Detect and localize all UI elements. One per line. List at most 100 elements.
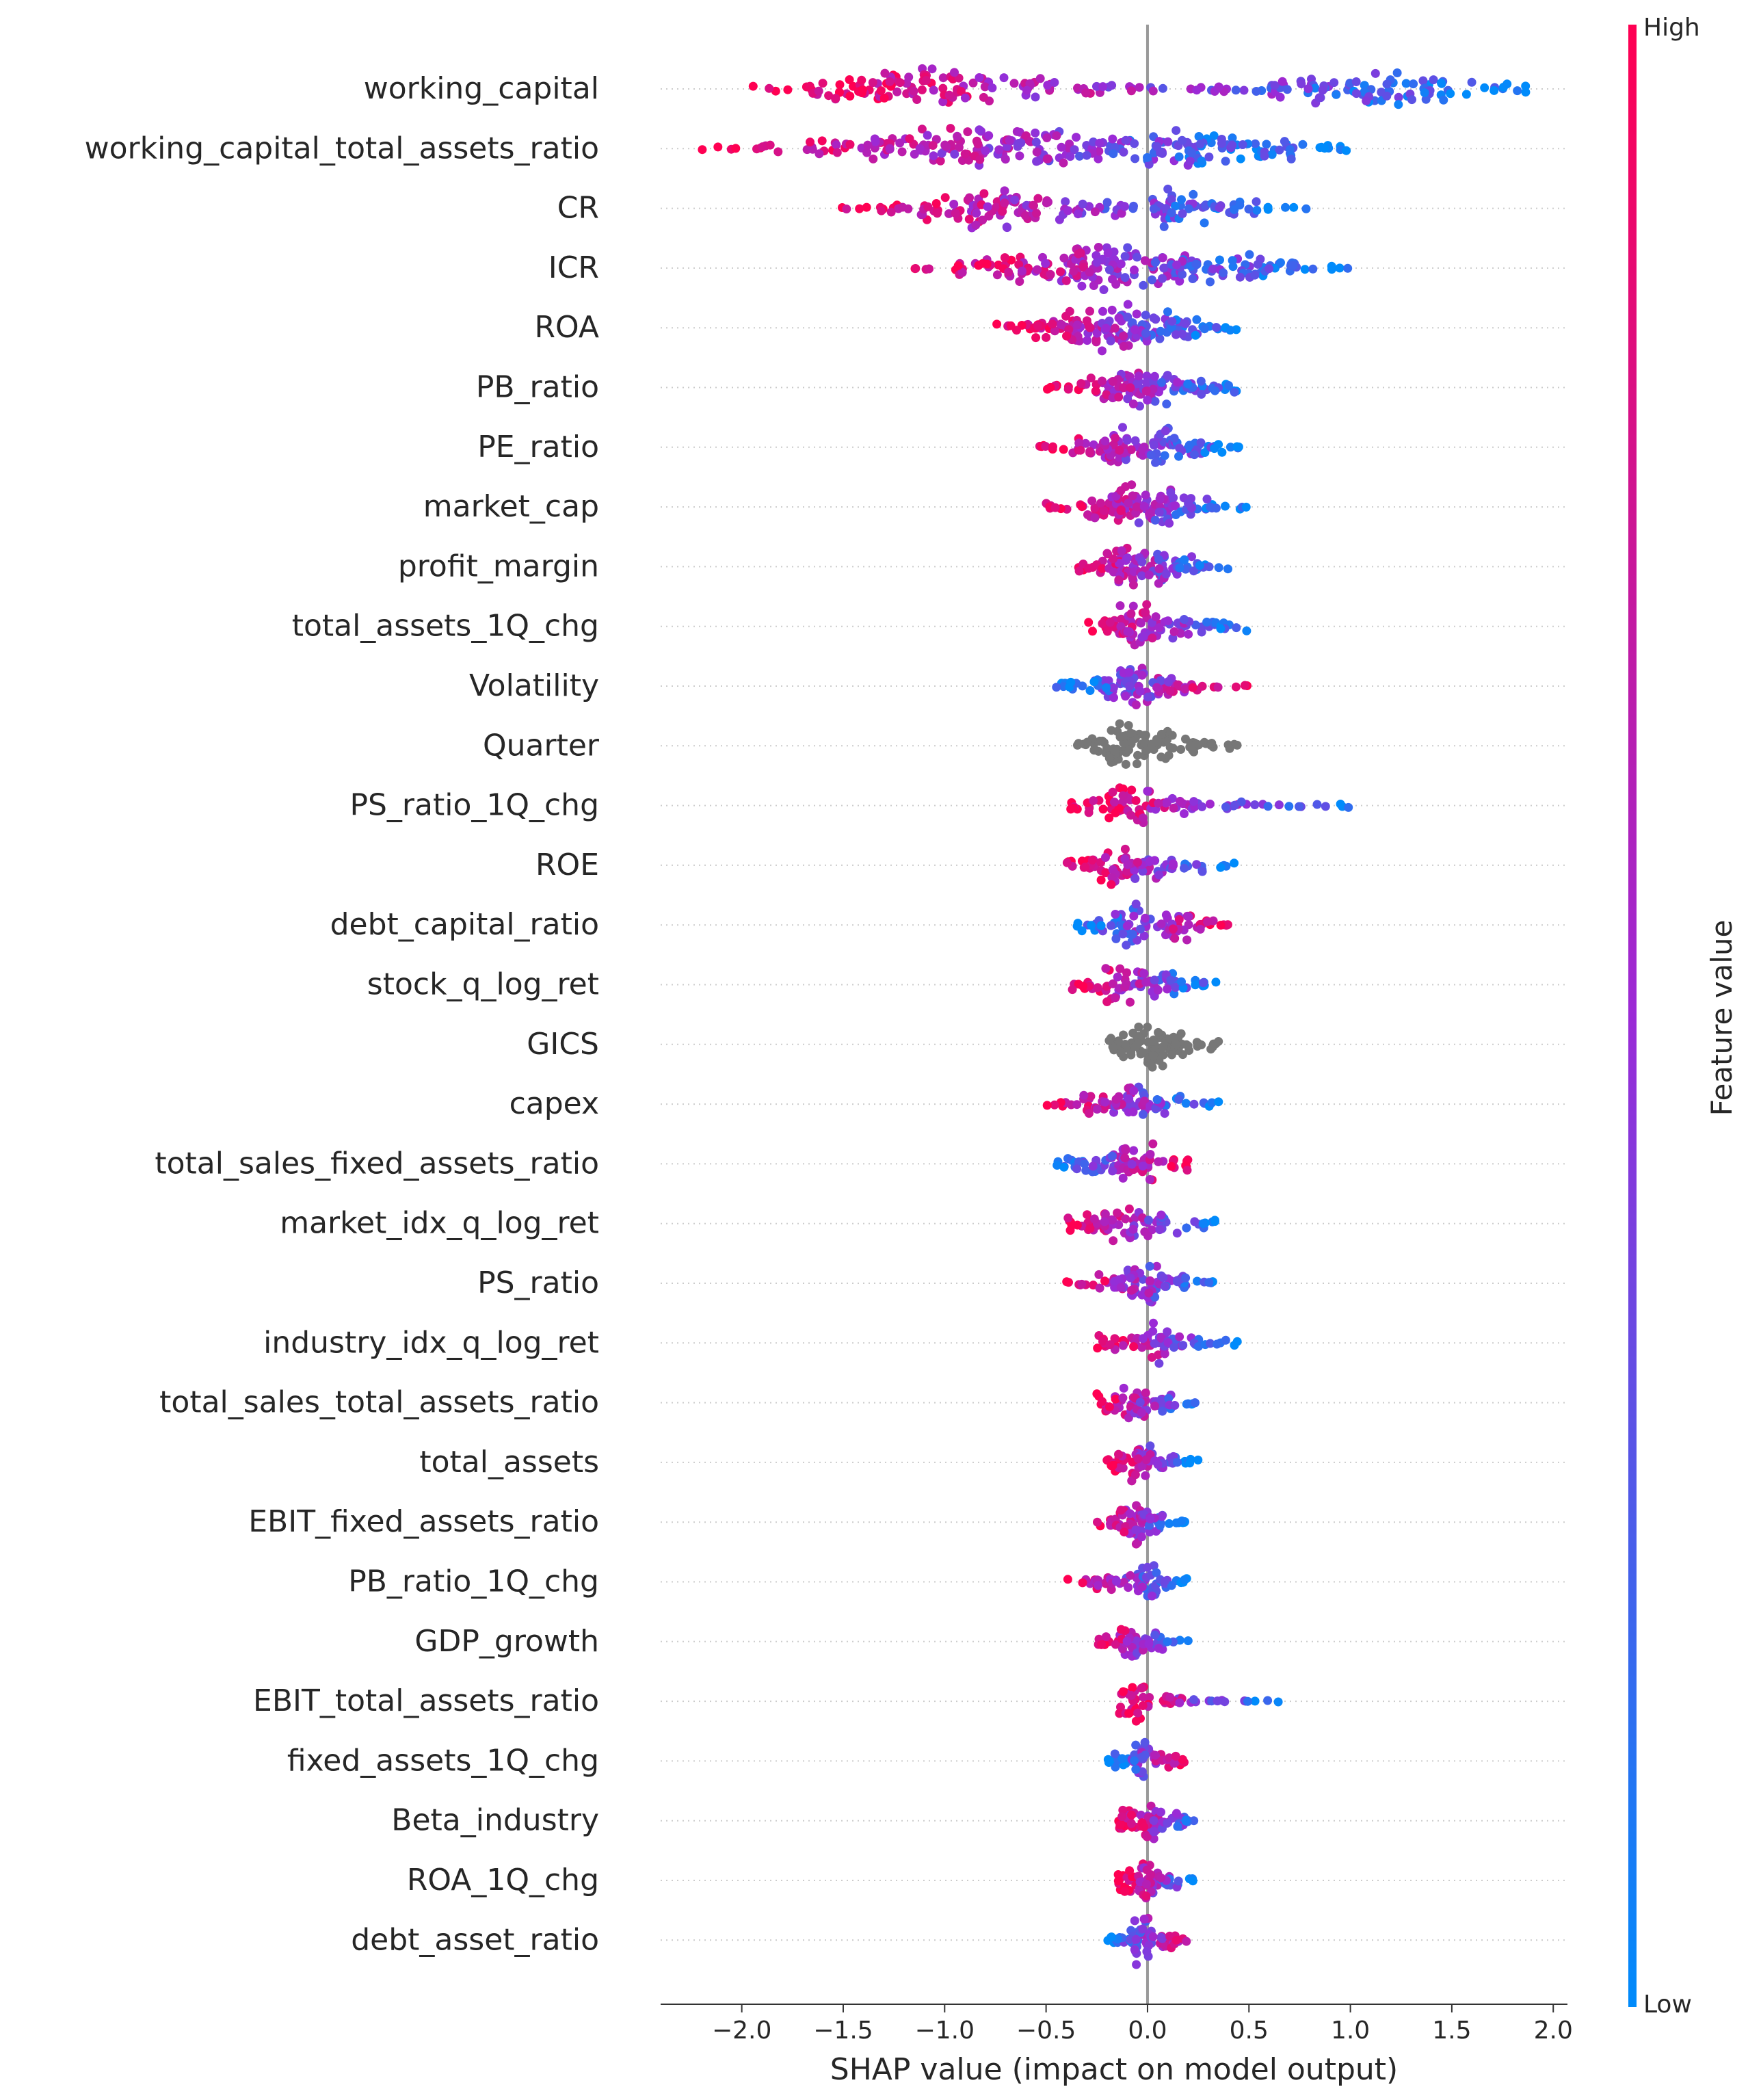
shap-point bbox=[1168, 744, 1178, 753]
shap-point bbox=[1343, 263, 1353, 273]
shap-point bbox=[1149, 1834, 1158, 1843]
shap-point bbox=[1223, 564, 1232, 574]
shap-point bbox=[1171, 501, 1180, 510]
shap-point bbox=[1146, 1150, 1155, 1159]
shap-point bbox=[981, 146, 990, 155]
shap-point bbox=[1132, 502, 1141, 512]
shap-point bbox=[1094, 1270, 1104, 1279]
shap-point bbox=[1105, 1340, 1115, 1350]
shap-point bbox=[1141, 1455, 1151, 1465]
shap-point bbox=[1174, 915, 1184, 924]
shap-point bbox=[1076, 445, 1085, 455]
shap-point bbox=[1122, 1636, 1132, 1646]
shap-point bbox=[1052, 131, 1061, 140]
shap-point bbox=[964, 214, 974, 224]
shap-point bbox=[1089, 440, 1098, 449]
shap-point bbox=[1143, 153, 1152, 162]
shap-point bbox=[1102, 683, 1111, 692]
shap-point bbox=[1032, 147, 1042, 157]
shap-point bbox=[1069, 803, 1078, 813]
shap-point bbox=[1221, 157, 1230, 166]
shap-point bbox=[1149, 1816, 1158, 1826]
shap-point bbox=[1138, 445, 1148, 454]
shap-point bbox=[1149, 313, 1158, 323]
shap-point bbox=[1172, 1229, 1182, 1238]
shap-point bbox=[1000, 186, 1009, 196]
shap-point bbox=[1163, 677, 1173, 686]
shap-point bbox=[1087, 855, 1097, 865]
shap-point bbox=[1141, 913, 1150, 923]
shap-point bbox=[1180, 684, 1190, 694]
shap-point bbox=[1190, 1217, 1200, 1226]
shap-point bbox=[1108, 787, 1117, 797]
shap-point bbox=[1006, 321, 1016, 330]
shap-point bbox=[1104, 813, 1114, 823]
x-tick-label: 1.0 bbox=[1331, 2017, 1370, 2045]
x-tick-label: −1.5 bbox=[813, 2017, 873, 2045]
shap-point bbox=[1154, 1350, 1163, 1360]
shap-point bbox=[1084, 564, 1094, 573]
shap-point bbox=[1178, 1755, 1187, 1764]
shap-point bbox=[1144, 1639, 1154, 1649]
shap-point bbox=[1111, 1762, 1120, 1772]
shap-point bbox=[1439, 95, 1448, 105]
shap-point bbox=[1156, 1333, 1166, 1342]
shap-point bbox=[1128, 930, 1137, 939]
shap-point bbox=[897, 147, 907, 157]
shap-point bbox=[698, 145, 707, 155]
shap-point bbox=[1234, 442, 1243, 451]
shap-point bbox=[905, 134, 914, 144]
shap-point bbox=[1131, 900, 1141, 909]
shap-point bbox=[815, 149, 824, 159]
shap-point bbox=[1170, 934, 1180, 943]
shap-point bbox=[978, 215, 988, 225]
shap-point bbox=[1101, 868, 1111, 878]
shap-point bbox=[1141, 1471, 1150, 1480]
shap-point bbox=[931, 199, 941, 208]
shap-point bbox=[1308, 264, 1318, 274]
feature-label: EBIT_fixed_assets_ratio bbox=[248, 1504, 599, 1539]
shap-point bbox=[1138, 1924, 1148, 1934]
shap-point bbox=[1113, 1870, 1123, 1879]
shap-point bbox=[927, 64, 937, 74]
shap-point bbox=[1214, 1037, 1223, 1046]
shap-point bbox=[1152, 1095, 1162, 1104]
shap-point bbox=[1110, 1749, 1120, 1759]
shap-point bbox=[1275, 145, 1284, 155]
shap-point bbox=[1133, 759, 1141, 769]
feature-labels: working_capital working_capital_total_ass… bbox=[85, 71, 600, 1957]
shap-point bbox=[1059, 253, 1069, 263]
shap-point bbox=[1068, 985, 1077, 995]
shap-point bbox=[1104, 1036, 1114, 1045]
shap-point bbox=[1052, 1161, 1062, 1170]
shap-point bbox=[1213, 1339, 1221, 1349]
shap-point bbox=[1041, 259, 1050, 268]
shap-point bbox=[1137, 1532, 1146, 1542]
shap-point bbox=[1163, 307, 1172, 317]
shap-point bbox=[1301, 204, 1311, 213]
shap-point bbox=[1144, 1288, 1154, 1298]
shap-point bbox=[1107, 81, 1117, 90]
shap-point bbox=[1099, 506, 1109, 516]
shap-point bbox=[1107, 1932, 1115, 1942]
shap-point bbox=[1209, 131, 1219, 140]
shap-point bbox=[1129, 911, 1139, 921]
shap-point bbox=[1135, 1397, 1145, 1407]
shap-point bbox=[1149, 204, 1158, 213]
shap-point bbox=[1131, 1740, 1141, 1750]
shap-point bbox=[1120, 1153, 1130, 1163]
shap-point bbox=[1113, 972, 1122, 982]
shap-point bbox=[1421, 94, 1431, 104]
x-tick-label: −2.0 bbox=[712, 2017, 771, 2045]
shap-point bbox=[1167, 195, 1176, 205]
shap-point bbox=[1174, 1876, 1183, 1886]
shap-point bbox=[1101, 964, 1111, 973]
shap-point bbox=[1115, 964, 1125, 973]
shap-point bbox=[880, 68, 890, 78]
shap-point bbox=[1150, 258, 1160, 267]
shap-point bbox=[1204, 153, 1214, 161]
shap-point bbox=[1126, 1571, 1135, 1580]
shap-point bbox=[1032, 209, 1041, 218]
shap-point bbox=[1280, 137, 1289, 146]
shap-point bbox=[773, 147, 783, 157]
